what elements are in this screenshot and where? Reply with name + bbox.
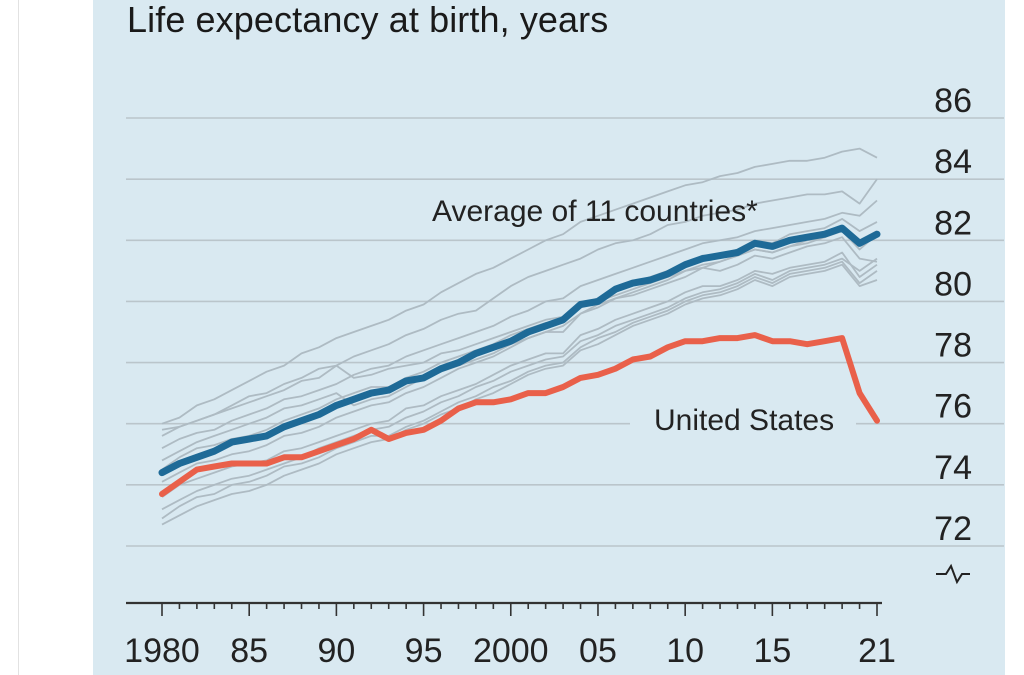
country-series-line [161,251,878,498]
chart-title: Life expectancy at birth, years [127,0,609,40]
annotations: Average of 11 countries* United States [432,195,856,437]
y-tick-label: 78 [934,327,972,365]
chart-panel [93,0,1005,675]
united-states-series-line [159,332,880,497]
us-label-background [630,393,856,437]
x-tick-label: 90 [317,632,355,670]
highlight-series-group [158,224,881,497]
y-tick-label: 76 [934,388,972,426]
x-tick-label: 05 [579,632,617,670]
y-tick-label: 84 [934,143,972,181]
country-series-line [161,257,878,511]
y-tick-label: 72 [934,510,972,548]
x-tick-label: 95 [405,632,443,670]
average-series-line [158,224,881,477]
x-tick-label: 1980 [124,632,200,670]
country-series-line [161,260,878,520]
y-tick-label: 80 [934,265,972,303]
x-tick-label: 10 [666,632,704,670]
average-series-label: Average of 11 countries* [432,195,758,228]
y-tick-label: 82 [934,204,972,242]
country-series-line [161,227,878,462]
x-tick-label: 21 [858,632,896,670]
axis-break-icon [936,563,970,585]
country-series-line [161,199,878,449]
x-tick-label: 85 [230,632,268,670]
x-tick-label: 2000 [473,632,549,670]
y-tick-label: 74 [934,449,972,487]
country-series-line [161,263,878,526]
country-series-line [161,236,878,483]
y-axis: 72 74 76 78 80 82 84 86 [934,82,972,585]
y-tick-label: 86 [934,82,972,120]
united-states-series-label: United States [654,404,834,437]
x-axis: 1980 85 90 95 2000 05 10 15 21 [124,601,896,670]
left-divider [18,0,19,675]
country-series-line [161,147,878,425]
gridlines [126,117,1004,547]
x-tick-label: 15 [753,632,791,670]
country-series-line [161,178,878,437]
